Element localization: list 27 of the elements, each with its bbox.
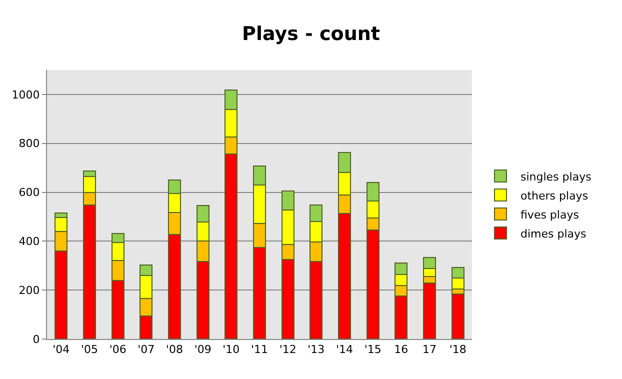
y-tick-label: 0 [32,332,40,346]
x-tick-label: '14 [336,343,354,356]
x-tick-label: '05 [80,343,98,356]
x-tick-label: '06 [109,343,126,356]
x-tick-label: '13 [308,343,325,356]
legend-label: singles plays [520,170,592,184]
x-tick-label: '08 [166,343,184,356]
legend-label: dimes plays [520,227,587,240]
y-tick-label: 200 [18,284,40,297]
x-tick-label: '10 [222,343,240,356]
y-tick-label: 600 [18,186,40,200]
x-tick-label: '07 [138,343,155,356]
legend-label: others plays [520,189,588,202]
y-tick-label: 800 [18,137,40,150]
x-tick-label: '04 [52,343,70,356]
x-tick-label: '12 [279,343,296,356]
x-tick-label: '09 [194,343,212,356]
x-tick-label: '11 [250,343,268,356]
x-tick-label: 16 [394,343,408,356]
x-tick-label: 17 [422,343,436,356]
x-tick-label: '18 [449,343,466,356]
y-tick-label: 400 [18,235,40,248]
y-tick-label: 1000 [12,88,40,102]
bar [451,293,464,339]
chart-title: Plays - count [242,22,380,45]
x-tick-label: '15 [364,343,382,356]
legend-label: fives plays [520,208,580,222]
